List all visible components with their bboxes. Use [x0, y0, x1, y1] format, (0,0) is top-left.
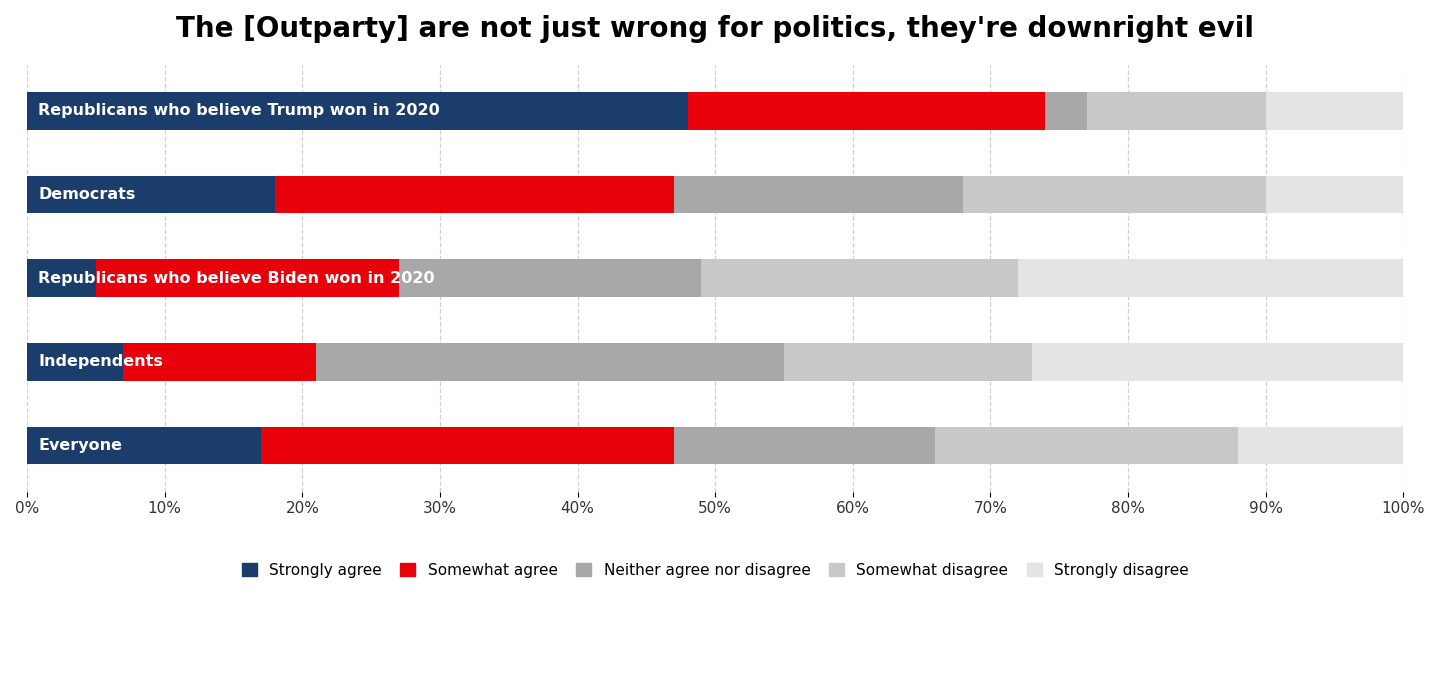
Bar: [399, 260, 701, 297]
Bar: [124, 343, 317, 380]
Bar: [674, 176, 963, 213]
Bar: [1018, 260, 1403, 297]
Bar: [1238, 427, 1403, 464]
Bar: [1266, 176, 1403, 213]
Legend: Strongly agree, Somewhat agree, Neither agree nor disagree, Somewhat disagree, S: Strongly agree, Somewhat agree, Neither …: [242, 563, 1189, 578]
Bar: [783, 343, 1031, 380]
Text: Republicans who believe Trump won in 2020: Republicans who believe Trump won in 202…: [37, 103, 439, 118]
Bar: [688, 92, 1045, 130]
Bar: [27, 260, 96, 297]
Bar: [701, 260, 1018, 297]
Bar: [27, 427, 261, 464]
Bar: [275, 176, 674, 213]
Bar: [936, 427, 1238, 464]
Bar: [963, 176, 1266, 213]
Text: Independents: Independents: [37, 354, 163, 370]
Bar: [1087, 92, 1266, 130]
Bar: [27, 92, 688, 130]
Bar: [96, 260, 399, 297]
Bar: [1031, 343, 1403, 380]
Bar: [27, 343, 124, 380]
Text: Democrats: Democrats: [37, 187, 135, 202]
Bar: [1266, 92, 1403, 130]
Bar: [1045, 92, 1087, 130]
Bar: [261, 427, 674, 464]
Title: The [Outparty] are not just wrong for politics, they're downright evil: The [Outparty] are not just wrong for po…: [176, 15, 1254, 43]
Text: Republicans who believe Biden won in 2020: Republicans who believe Biden won in 202…: [37, 270, 435, 285]
Text: Everyone: Everyone: [37, 438, 122, 453]
Bar: [27, 176, 275, 213]
Bar: [674, 427, 936, 464]
Bar: [317, 343, 783, 380]
